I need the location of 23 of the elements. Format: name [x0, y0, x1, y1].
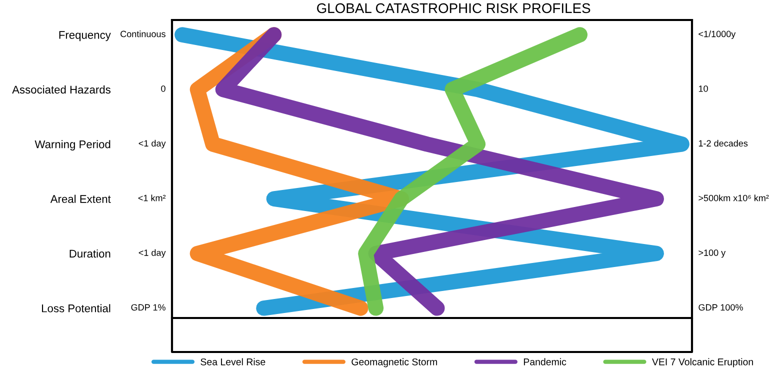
legend-label: Pandemic — [524, 358, 566, 366]
text: 0 — [161, 85, 166, 92]
chart-title: GLOBAL CATASTROPHIC RISK PROFILES — [317, 3, 590, 14]
y-tick-label: Associated Hazards — [12, 85, 110, 94]
y-tick-label: Loss Potential — [42, 304, 110, 312]
legend-label: Geomagnetic Storm — [352, 358, 437, 368]
text: <1 day — [138, 140, 166, 148]
text: Continuous — [120, 30, 166, 38]
legend-label: VEI 7 Volcanic Eruption — [652, 358, 753, 368]
text: >100 y — [698, 250, 726, 258]
text: 1-2 decades — [698, 140, 748, 147]
text: <1/1000y — [698, 30, 736, 39]
text: <1 day — [138, 249, 166, 258]
text: GDP 1% — [131, 304, 166, 311]
y-tick-label: Areal Extent — [50, 194, 111, 203]
text: >500km x10⁶ km² — [698, 194, 769, 202]
text: 10 — [698, 85, 708, 92]
legend-label: Sea Level Rise — [200, 358, 266, 366]
text: GDP 100% — [698, 304, 743, 311]
y-tick-label: Frequency — [59, 31, 111, 42]
y-tick-label: Warning Period — [34, 140, 110, 150]
y-tick-label: Duration — [70, 249, 110, 258]
text: <1 km² — [138, 194, 166, 202]
